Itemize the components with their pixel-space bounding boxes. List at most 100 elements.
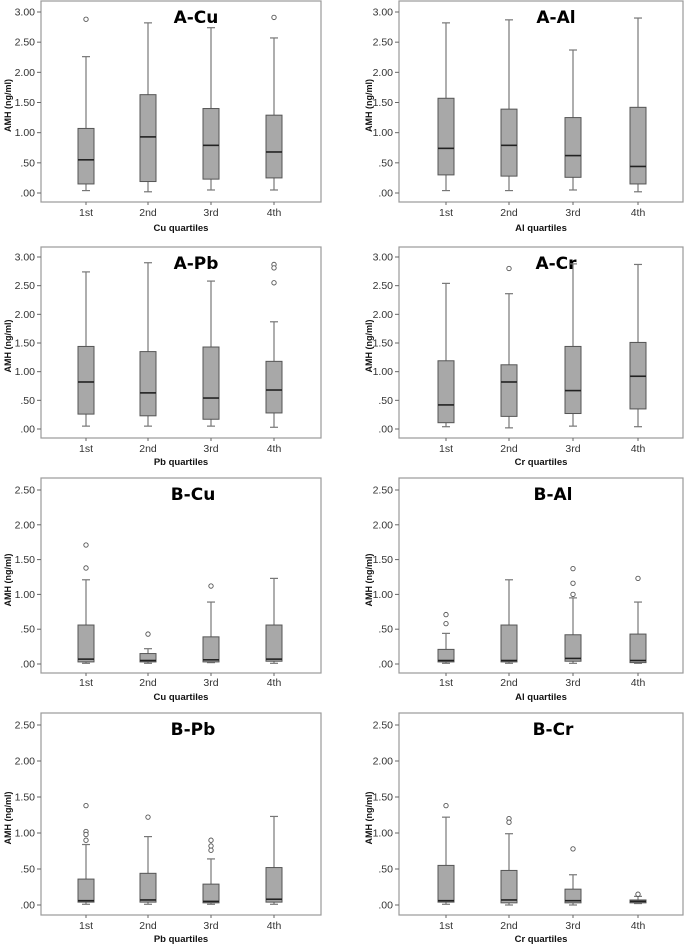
x-axis-label: Cu quartiles [154, 223, 209, 234]
panel-title: A-Pb [174, 254, 219, 274]
y-tick-label: 1.00 [15, 828, 36, 840]
outlier-point [208, 843, 214, 849]
y-tick-label: 2.50 [15, 280, 36, 292]
box-2nd [139, 22, 157, 193]
y-axis-label: AMH (ng/ml) [364, 554, 374, 607]
x-axis-label: Al quartiles [515, 692, 567, 703]
iqr-box [629, 633, 647, 664]
box-3rd [202, 27, 220, 191]
iqr-box [265, 867, 283, 903]
outlier-point [83, 16, 89, 22]
iqr-box [564, 634, 582, 662]
y-axis-label: AMH (ng/ml) [3, 79, 13, 132]
panel-b-cr: .00 .50 1.00 1.50 2.00 2.50 AMH (ng/ml) B-Cr Cr … [364, 712, 684, 945]
y-tick-label: 2.50 [15, 37, 36, 49]
y-tick-label: 1.50 [15, 97, 36, 109]
outlier-point [635, 575, 641, 582]
y-tick-label: .00 [378, 659, 393, 671]
panel-title: B-Cu [171, 485, 216, 505]
y-tick-label: 1.00 [373, 589, 394, 601]
iqr-box [437, 648, 455, 663]
y-tick-label: 2.50 [373, 280, 394, 292]
panel-a-pb: .00 .50 1.00 1.50 2.00 2.50 3.00 AMH (ng/ml) A-P… [3, 246, 322, 468]
outlier-point [271, 14, 277, 21]
y-tick-label: 2.00 [15, 67, 36, 79]
iqr-box [77, 345, 95, 415]
box-2nd [139, 631, 157, 664]
box-4th [629, 575, 647, 664]
panel-title: A-Cu [174, 8, 219, 28]
box-4th [265, 14, 283, 191]
outlier-point [83, 565, 89, 571]
y-tick-label: .00 [20, 659, 35, 671]
iqr-box [500, 869, 518, 904]
iqr-box [265, 624, 283, 662]
box-3rd [202, 837, 220, 905]
x-tick-label: 3rd [203, 677, 218, 689]
outlier-point [271, 265, 277, 271]
outlier-point [145, 631, 151, 637]
x-tick-label: 4th [267, 207, 282, 219]
iqr-box [437, 97, 455, 176]
y-tick-label: 2.00 [373, 67, 394, 79]
y-tick-label: 1.50 [373, 97, 394, 109]
panel-title: B-Pb [171, 720, 216, 740]
y-axis-label: AMH (ng/ml) [364, 792, 374, 845]
box-1st [77, 802, 95, 905]
y-tick-label: 2.00 [15, 309, 36, 321]
box-1st [77, 16, 95, 192]
panel-b-al: .00 .50 1.00 1.50 2.00 2.50 AMH (ng/ml) B-Al Al … [364, 477, 684, 703]
x-tick-label: 2nd [139, 920, 157, 932]
y-tick-label: 2.00 [15, 756, 36, 768]
y-tick-label: .50 [378, 395, 393, 407]
box-1st [437, 282, 455, 428]
iqr-box [202, 636, 220, 663]
iqr-box [437, 360, 455, 424]
x-axis-label: Al quartiles [515, 223, 567, 234]
y-tick-label: 1.00 [373, 366, 394, 378]
outlier-point [83, 542, 89, 548]
outlier-point [443, 620, 449, 627]
box-2nd [139, 262, 157, 427]
x-axis-label: Pb quartiles [154, 934, 208, 945]
panel-a-al: .00 .50 1.00 1.50 2.00 2.50 3.00 AMH (ng/ml) A-A… [364, 0, 684, 234]
x-axis-label: Pb quartiles [154, 457, 208, 468]
x-tick-label: 3rd [565, 207, 580, 219]
box-4th [629, 263, 647, 428]
y-tick-label: 1.00 [15, 127, 36, 139]
iqr-box [139, 872, 157, 903]
x-tick-label: 3rd [203, 443, 218, 455]
x-tick-label: 4th [267, 443, 282, 455]
y-tick-label: .00 [20, 188, 35, 200]
box-1st [437, 611, 455, 664]
iqr-box [265, 360, 283, 414]
y-axis-label: AMH (ng/ml) [364, 320, 374, 373]
panel-a-cr: .00 .50 1.00 1.50 2.00 2.50 3.00 AMH (ng/ml) A-C… [364, 246, 684, 468]
y-tick-label: .50 [378, 624, 393, 636]
x-tick-label: 1st [439, 920, 453, 932]
outlier-point [208, 583, 214, 589]
box-4th [629, 891, 647, 905]
y-tick-label: 1.00 [373, 828, 394, 840]
outlier-point [83, 837, 89, 843]
y-tick-label: .50 [378, 157, 393, 169]
panel-b-pb: .00 .50 1.00 1.50 2.00 2.50 AMH (ng/ml) B-Pb Pb … [3, 712, 322, 945]
box-1st [77, 542, 95, 664]
y-tick-label: 2.50 [373, 485, 394, 497]
y-axis-label: AMH (ng/ml) [3, 554, 13, 607]
outlier-point [506, 819, 512, 825]
y-tick-label: 3.00 [373, 252, 394, 264]
outlier-point [635, 891, 641, 897]
panel-title: A-Cr [535, 254, 577, 274]
box-1st [437, 802, 455, 905]
x-tick-label: 1st [79, 443, 93, 455]
box-3rd [202, 280, 220, 427]
box-2nd [500, 265, 518, 429]
x-tick-label: 2nd [500, 207, 518, 219]
iqr-box [202, 883, 220, 904]
x-tick-label: 2nd [500, 920, 518, 932]
box-3rd [564, 565, 582, 664]
x-tick-label: 1st [439, 207, 453, 219]
y-tick-label: .50 [20, 864, 35, 876]
